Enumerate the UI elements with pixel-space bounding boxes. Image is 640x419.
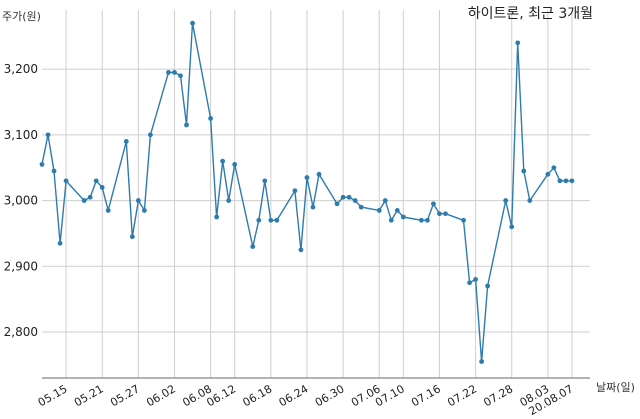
data-point: [184, 122, 189, 128]
x-tick-label: 06.02: [144, 382, 178, 409]
data-point: [298, 247, 304, 253]
data-point: [394, 208, 400, 213]
data-point: [256, 217, 262, 223]
data-point: [473, 277, 478, 282]
data-point: [141, 208, 147, 213]
data-point: [521, 168, 527, 174]
data-point: [63, 178, 69, 184]
data-point: [93, 178, 99, 184]
data-point: [545, 171, 551, 177]
data-point: [569, 178, 575, 184]
y-tick-labels: 2,800 2,900 3,000 3,100 3,200: [4, 62, 38, 339]
data-point: [509, 224, 515, 230]
data-point: [382, 198, 388, 203]
y-tick-label: 2,800: [4, 325, 38, 339]
data-point: [431, 201, 436, 207]
data-point: [352, 198, 358, 203]
data-point: [376, 208, 382, 213]
data-point: [232, 162, 238, 167]
data-point: [81, 198, 87, 203]
data-point: [418, 217, 424, 223]
x-tick-label: 07.22: [445, 382, 479, 409]
data-point: [340, 194, 346, 200]
data-point: [87, 194, 93, 200]
data-point: [346, 194, 352, 200]
data-point: [443, 211, 448, 217]
data-point: [334, 201, 340, 207]
y-tick-label: 3,200: [4, 62, 38, 76]
x-tick-label: 05.15: [36, 382, 70, 409]
data-point: [99, 185, 105, 190]
price-series: [39, 20, 575, 364]
data-point: [503, 198, 509, 203]
data-point: [461, 217, 466, 223]
data-point: [45, 132, 51, 138]
data-point: [479, 359, 485, 364]
x-axis-label: 날짜(일): [596, 380, 635, 394]
x-tick-label: 05.21: [72, 382, 106, 409]
data-point: [515, 40, 521, 46]
data-point: [105, 208, 111, 213]
data-point: [437, 211, 442, 217]
data-point: [214, 214, 220, 220]
data-point: [274, 217, 280, 223]
data-point: [135, 198, 141, 203]
data-point: [557, 178, 563, 184]
data-point: [172, 70, 177, 75]
data-point: [123, 139, 129, 144]
data-point: [226, 198, 232, 203]
data-point: [147, 132, 153, 138]
data-point: [563, 178, 569, 184]
data-point: [208, 116, 214, 121]
data-point: [527, 198, 533, 203]
data-point: [292, 188, 298, 194]
data-point: [425, 217, 430, 223]
data-point: [57, 240, 63, 246]
data-point: [304, 175, 310, 180]
grid-lines: [42, 10, 590, 378]
data-point: [551, 165, 557, 171]
data-point: [262, 178, 268, 184]
x-tick-label: 06.18: [241, 382, 275, 409]
data-point: [485, 283, 491, 289]
data-point: [166, 70, 171, 75]
y-tick-label: 2,900: [4, 259, 38, 273]
x-tick-label: 07.28: [481, 382, 515, 409]
y-tick-label: 3,100: [4, 128, 38, 142]
x-tick-label: 06.30: [313, 382, 347, 409]
y-axis-label: 주가(원): [2, 10, 41, 23]
data-point: [178, 73, 183, 79]
data-point: [51, 168, 57, 174]
data-point: [388, 217, 394, 223]
data-point: [250, 244, 256, 249]
data-point: [190, 20, 195, 26]
data-point: [220, 158, 226, 164]
data-point: [310, 204, 316, 210]
data-point: [316, 171, 322, 177]
data-point: [39, 162, 45, 167]
x-tick-label: 07.16: [409, 382, 443, 409]
y-tick-label: 3,000: [4, 194, 38, 208]
data-point: [268, 217, 274, 223]
data-point: [358, 204, 364, 210]
data-point: [400, 214, 406, 220]
x-tick-label: 06.24: [277, 382, 311, 409]
chart-title: 하이트론, 최근 3개월: [468, 6, 593, 22]
data-point: [129, 234, 135, 240]
x-tick-label: 05.27: [108, 382, 142, 409]
data-point: [467, 280, 472, 286]
